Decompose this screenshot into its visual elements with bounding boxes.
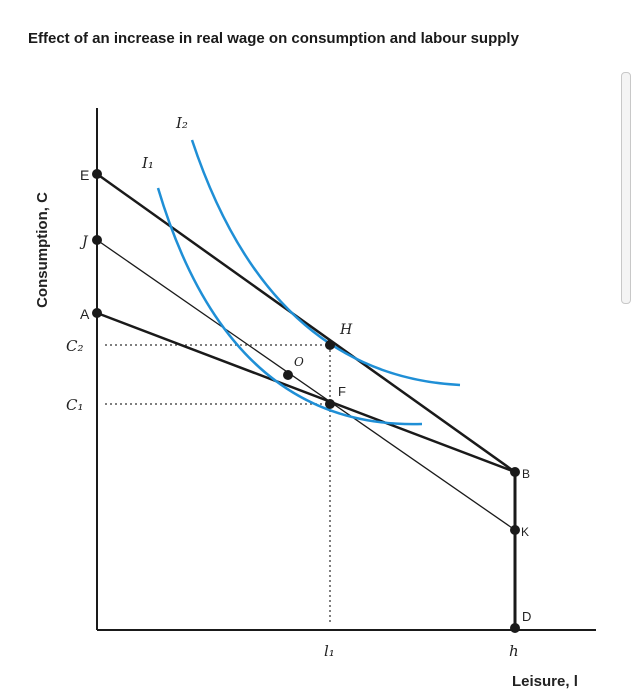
point-f-label: F	[338, 384, 346, 399]
c1-tick-label: C₁	[66, 396, 84, 414]
point-e-marker	[92, 169, 102, 179]
point-o-marker	[283, 370, 293, 380]
point-a-label: A	[80, 306, 90, 322]
x-axis-title: Leisure, l	[512, 673, 578, 690]
h-tick-label: h	[509, 642, 519, 660]
point-b-label: B	[522, 467, 530, 481]
point-e-label: E	[80, 167, 89, 183]
point-b-marker	[510, 467, 520, 477]
indifference-curve-i2	[190, 139, 461, 387]
scrollbar[interactable]	[621, 72, 631, 304]
budget-line-eb	[96, 172, 516, 474]
point-h-marker	[325, 340, 335, 350]
budget-line-ab	[96, 311, 516, 474]
c2-tick-label: C₂	[66, 337, 84, 355]
indifference-curve-i1	[156, 187, 423, 426]
diagram-title: Effect of an increase in real wage on co…	[28, 30, 519, 47]
point-k-label: K	[521, 525, 529, 539]
point-j-label: J	[79, 234, 89, 250]
y-axis-title: Consumption, C	[34, 192, 51, 308]
point-a-marker	[92, 308, 102, 318]
i1-curve-label: I₁	[141, 154, 154, 172]
i2-curve-label: I₂	[175, 114, 188, 132]
point-h-label: H	[339, 322, 353, 338]
l1-tick-label: l₁	[324, 642, 335, 660]
point-d-label: D	[522, 609, 531, 624]
budget-line-jk	[96, 239, 516, 531]
point-d-marker	[510, 623, 520, 633]
point-f-marker	[325, 399, 335, 409]
point-j-marker	[92, 235, 102, 245]
point-o-label: O	[294, 355, 304, 369]
point-k-marker	[510, 525, 520, 535]
